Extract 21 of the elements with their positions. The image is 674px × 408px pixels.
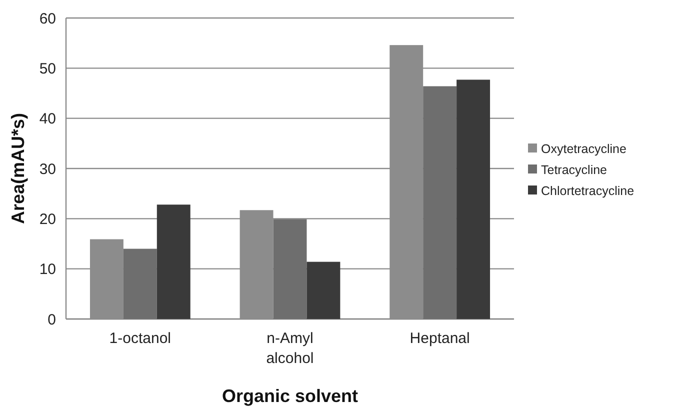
x-tick-label: 1-octanol [109,330,172,347]
x-axis-title: Organic solvent [222,386,358,406]
legend-label: Chlortetracycline [541,184,634,198]
bar [306,262,340,319]
y-tick-label: 10 [39,261,56,278]
y-axis-title: Area(mAU*s) [8,112,28,224]
bar [423,86,457,319]
y-tick-label: 20 [39,210,56,228]
y-tick-label: 30 [39,160,56,178]
x-tick-label: Heptanal [410,330,470,347]
y-tick-label: 60 [39,10,56,28]
bar [123,248,157,319]
bar [156,204,190,319]
y-tick-label: 40 [39,110,56,128]
y-tick-label: 0 [48,311,56,328]
legend-label: Oxytetracycline [541,142,626,156]
bar [273,219,307,319]
bar [456,80,490,319]
x-tick-label: n-Amyl alcohol [266,330,314,367]
legend-label: Tetracycline [541,162,608,177]
y-tick-label: 50 [39,60,56,78]
